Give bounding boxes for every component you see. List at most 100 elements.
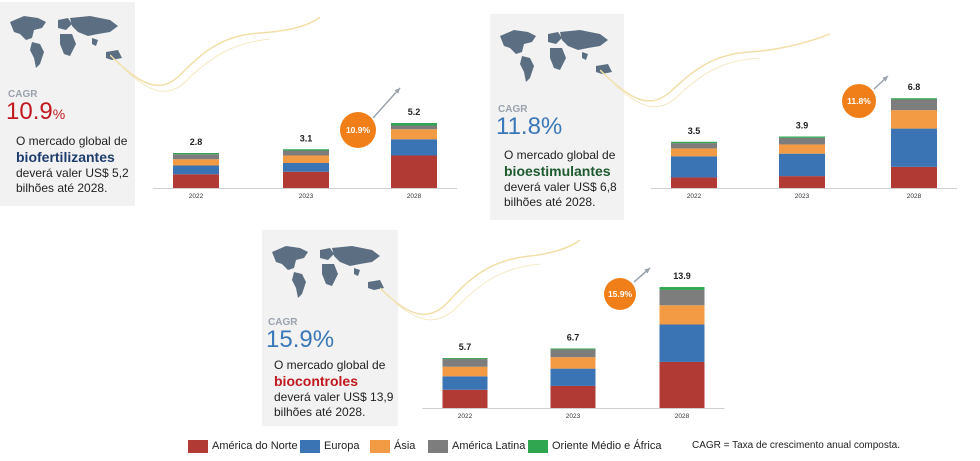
x-tick-label: 2022 [687,193,702,200]
bar-segment [779,176,825,188]
world-map-icon [500,30,612,82]
cagr-number: 10.9 [6,98,53,125]
bar-segment [173,159,219,166]
x-tick-label: 2022 [458,413,473,420]
bar-segment [891,98,937,100]
bar-segment [671,141,717,144]
market-keyword: bioestimulantes [504,163,611,179]
legend-label: Ásia [394,440,416,452]
bar-segment [671,143,717,149]
bar-segment [659,289,705,306]
bar-segment [550,349,596,358]
x-tick-label: 2028 [675,413,690,420]
bar-segment [891,99,937,111]
stacked-bar-chart: 2.8 2022 3.1 2023 5.2 2028 10.9% [153,87,457,200]
desc-line: bilhões até 2028. [16,181,108,195]
bar-segment [283,171,329,188]
bar-segment [391,155,437,188]
bar-segment [550,385,596,408]
world-map-icon [10,16,122,68]
market-keyword: biocontroles [274,373,359,389]
legend-label: Oriente Médio e África [552,440,662,452]
x-tick-label: 2022 [189,193,204,200]
bar-segment [671,148,717,157]
bar-total-label: 6.7 [567,332,580,342]
bar-segment [283,150,329,156]
legend-label: América Latina [452,440,526,452]
cagr-badge-label: 10.9% [346,125,371,135]
bar-segment [891,166,937,188]
desc-line: deverá valer US$ 6,8 [504,180,617,194]
bar-segment [173,174,219,188]
panel-biofertilizers: CAGR 10.9% O mercado global de biofertil… [0,0,470,210]
desc-line: O mercado global de [274,358,386,372]
desc-line: O mercado global de [16,134,128,148]
legend-swatch [370,440,390,453]
legend-swatch [188,440,208,453]
bar-segment [391,123,437,126]
x-tick-label: 2023 [566,413,581,420]
bar-segment [442,358,488,360]
decorative-curve [600,33,830,108]
legend-label: Europa [324,440,360,452]
bar-segment [283,155,329,163]
bar-segment [779,137,825,145]
bar-segment [173,153,219,155]
bar-segment [550,368,596,386]
cagr-label: CAGR [268,317,298,328]
cagr-label: CAGR [8,89,38,100]
desc-line: O mercado global de [504,148,616,162]
x-tick-label: 2028 [407,193,422,200]
bar-segment [659,287,705,290]
chart-legend: América do Norte Europa Ásia América Lat… [188,439,688,455]
cagr-value: 15.9% [266,326,334,354]
bar-total-label: 13.9 [673,271,691,281]
bar-segment [283,149,329,151]
cagr-badge-label: 15.9% [608,289,633,299]
bar-total-label: 3.1 [300,133,313,143]
bar-segment [550,357,596,369]
panel-biostimulants: CAGR 11.8% O mercado global de bioestimu… [490,0,980,222]
bar-segment [671,177,717,188]
bar-segment [550,348,596,350]
bar-segment [283,163,329,172]
market-description: O mercado global de biocontroles deverá … [274,358,393,420]
bar-segment [659,305,705,325]
desc-line: deverá valer US$ 5,2 [16,166,129,180]
legend-swatch [300,440,320,453]
bar-total-label: 5.7 [459,342,472,352]
bar-segment [391,129,437,140]
bar-segment [779,144,825,154]
cagr-number: 11.8% [496,113,563,140]
growth-arrow [372,87,401,119]
cagr-footnote: CAGR = Taxa de crescimento anual compost… [692,440,900,451]
bar-segment [779,153,825,177]
bar-segment [173,154,219,160]
bar-total-label: 5.2 [408,107,421,117]
bar-segment [391,139,437,156]
bar-total-label: 6.8 [908,82,921,92]
x-tick-label: 2023 [795,193,810,200]
decorative-curve [380,239,580,321]
world-map-icon [272,246,384,298]
cagr-percent: % [52,106,66,122]
bar-segment [659,361,705,408]
decorative-curve [110,16,320,92]
x-tick-label: 2028 [907,193,922,200]
arrow-head-icon [644,268,650,274]
bar-segment [442,376,488,390]
bar-segment [891,110,937,129]
stacked-bar-chart: 3.5 2022 3.9 2023 6.8 2028 11.8% [651,75,957,200]
bar-segment [391,125,437,130]
arrow-head-icon [882,76,888,82]
bar-segment [442,359,488,367]
bar-segment [442,389,488,408]
cagr-badge-label: 11.8% [847,96,871,106]
cagr-value: 10.9% [6,98,65,126]
cagr-label: CAGR [498,104,528,115]
legend-swatch [528,440,548,453]
cagr-badge [604,278,636,310]
bar-total-label: 3.9 [796,121,809,131]
bar-total-label: 3.5 [688,126,701,136]
legend-swatch [428,440,448,453]
